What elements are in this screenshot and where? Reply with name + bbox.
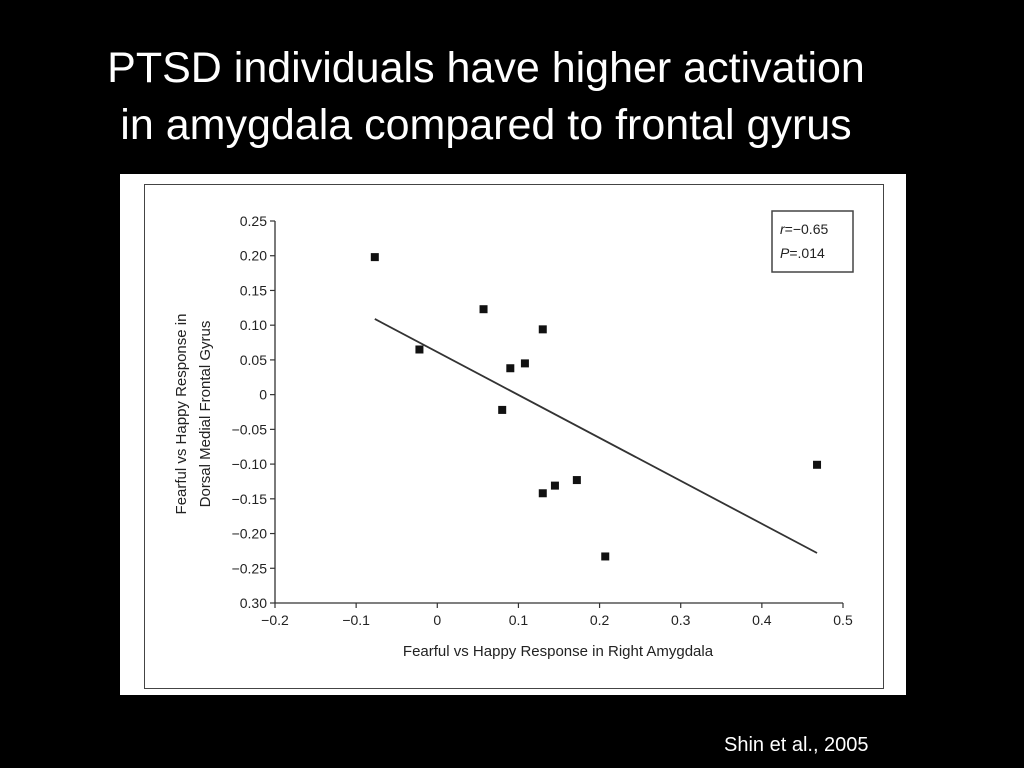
- y-tick-label: 0.20: [240, 248, 267, 264]
- y-tick-label: −0.25: [232, 560, 268, 576]
- slide-title-line-2: in amygdala compared to frontal gyrus: [120, 101, 852, 149]
- stats-r-label: r: [780, 221, 786, 237]
- stats-annotation: r=−0.65 P=.014: [771, 210, 854, 273]
- x-tick-label: 0.1: [509, 612, 529, 628]
- figure-frame: [144, 184, 884, 689]
- y-tick-label: 0.15: [240, 282, 267, 298]
- stats-p-label: P: [780, 245, 790, 261]
- chart-marks: [370, 253, 822, 561]
- data-point: [370, 253, 379, 262]
- y-tick-label: −0.15: [232, 491, 268, 507]
- y-tick-label: −0.05: [232, 421, 268, 437]
- x-tick-label: 0.2: [590, 612, 610, 628]
- scatter-chart: 0.250.200.150.100.050−0.05−0.10−0.15−0.2…: [173, 210, 854, 660]
- y-tick-label: 0.30: [240, 595, 267, 611]
- x-tick-label: 0.5: [833, 612, 853, 628]
- y-tick-label: −0.10: [232, 456, 268, 472]
- stats-annotation-box: [771, 210, 854, 273]
- stats-p-line: P=.014: [780, 245, 825, 261]
- regression-line: [374, 318, 818, 554]
- data-point: [813, 460, 822, 469]
- slide-title: PTSD individuals have higher activation …: [0, 40, 972, 154]
- y-tick-label: 0: [259, 387, 267, 403]
- y-tick-label: 0.05: [240, 352, 267, 368]
- data-point: [498, 405, 507, 414]
- data-point: [538, 489, 547, 498]
- data-point: [479, 305, 488, 314]
- x-tick-label: 0.4: [752, 612, 772, 628]
- y-axis-title-line-1: Fearful vs Happy Response in: [173, 314, 190, 515]
- citation: Shin et al., 2005: [724, 734, 869, 756]
- y-tick-label: 0.25: [240, 213, 267, 229]
- x-tick-label: −0.1: [342, 612, 370, 628]
- data-point: [572, 476, 581, 485]
- x-tick-label: −0.2: [261, 612, 289, 628]
- x-tick-label: 0.3: [671, 612, 691, 628]
- figure-panel: 0.25 0.20 0.15 0.10 0.05 0 −0.05 −0.10 −0.15 −0.2…: [120, 174, 906, 695]
- stats-p-value: =.014: [789, 245, 825, 261]
- data-point: [538, 325, 547, 334]
- x-axis-title: Fearful vs Happy Response in Right Amygd…: [403, 643, 714, 660]
- data-point: [415, 345, 424, 354]
- data-point: [506, 364, 515, 373]
- stats-r-value: =−0.65: [785, 221, 829, 237]
- data-point: [550, 481, 559, 490]
- chart-axes: 0.250.200.150.100.050−0.05−0.10−0.15−0.2…: [232, 213, 853, 628]
- slide-title-line-1: PTSD individuals have higher activation: [107, 44, 865, 92]
- stats-r-line: r=−0.65: [780, 221, 828, 237]
- data-point: [601, 552, 610, 561]
- y-tick-label: −0.20: [232, 526, 268, 542]
- y-tick-label: 0.10: [240, 317, 267, 333]
- y-axis-title-line-2: Dorsal Medial Frontal Gyrus: [197, 321, 214, 508]
- data-point: [520, 359, 529, 368]
- x-tick-label: 0: [433, 612, 441, 628]
